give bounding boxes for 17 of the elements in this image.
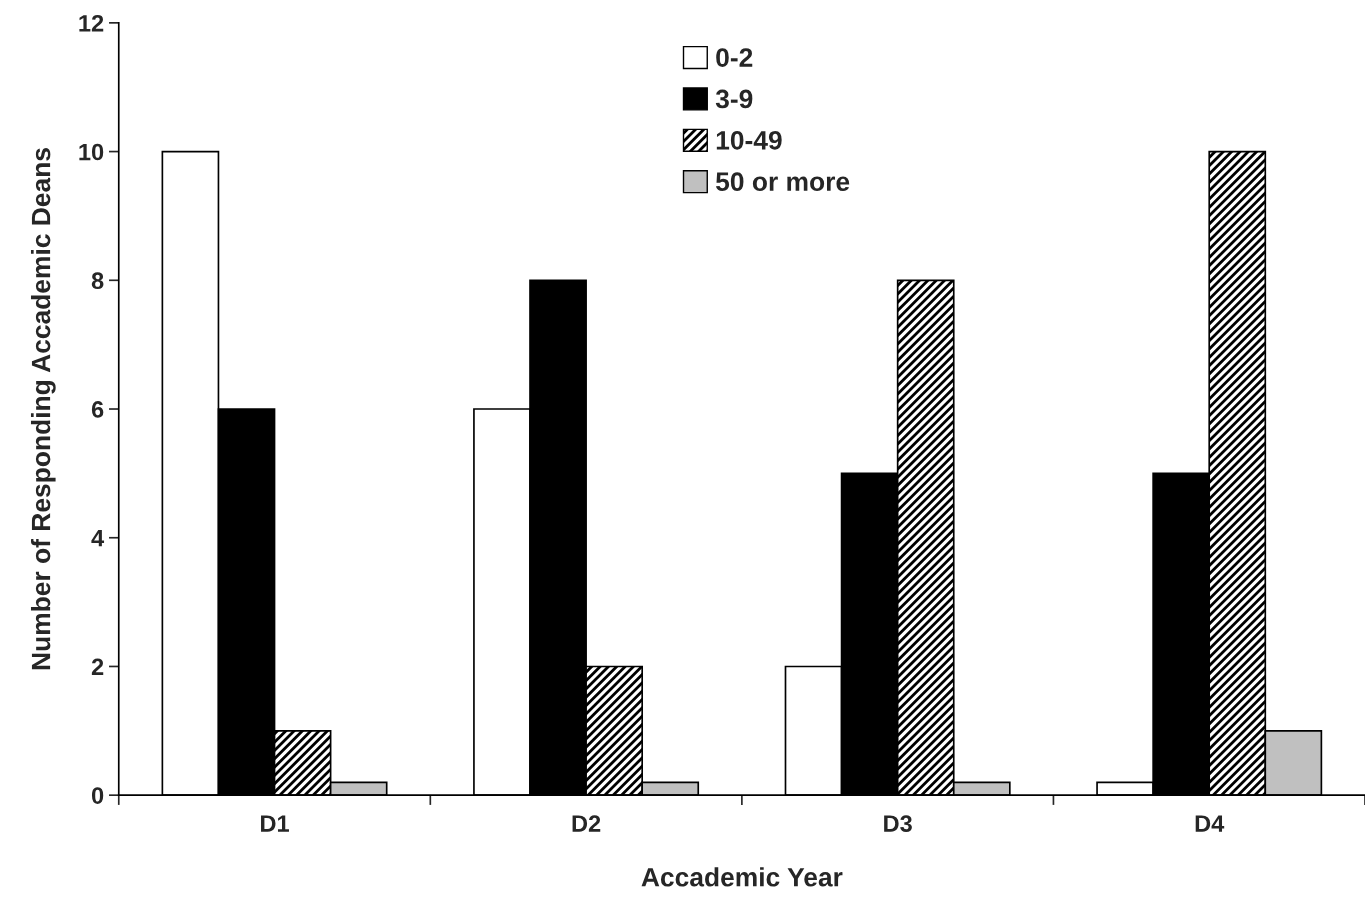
y-tick-label: 12: [79, 14, 104, 32]
y-tick-label: 0: [91, 787, 104, 804]
y-axis-title: Number of Responding Accademic Deans: [30, 148, 56, 670]
x-tick-label: D4: [1195, 815, 1225, 832]
legend-label: 3-9: [715, 89, 753, 109]
y-tick-label: 6: [91, 401, 104, 418]
x-tick-label: D2: [572, 815, 601, 832]
legend-label: 50 or more: [715, 172, 850, 192]
x-axis-title: Accademic Year: [641, 867, 843, 887]
y-tick-label: 8: [91, 272, 104, 290]
legend-label: 0-2: [716, 48, 753, 67]
y-tick-label: 2: [91, 658, 104, 676]
legend-label: 10-49: [716, 130, 782, 150]
x-tick-label: D1: [261, 815, 289, 832]
y-tick-label: 4: [91, 530, 105, 547]
y-tick-label: 10: [79, 143, 104, 161]
x-tick-label: D3: [884, 815, 912, 832]
